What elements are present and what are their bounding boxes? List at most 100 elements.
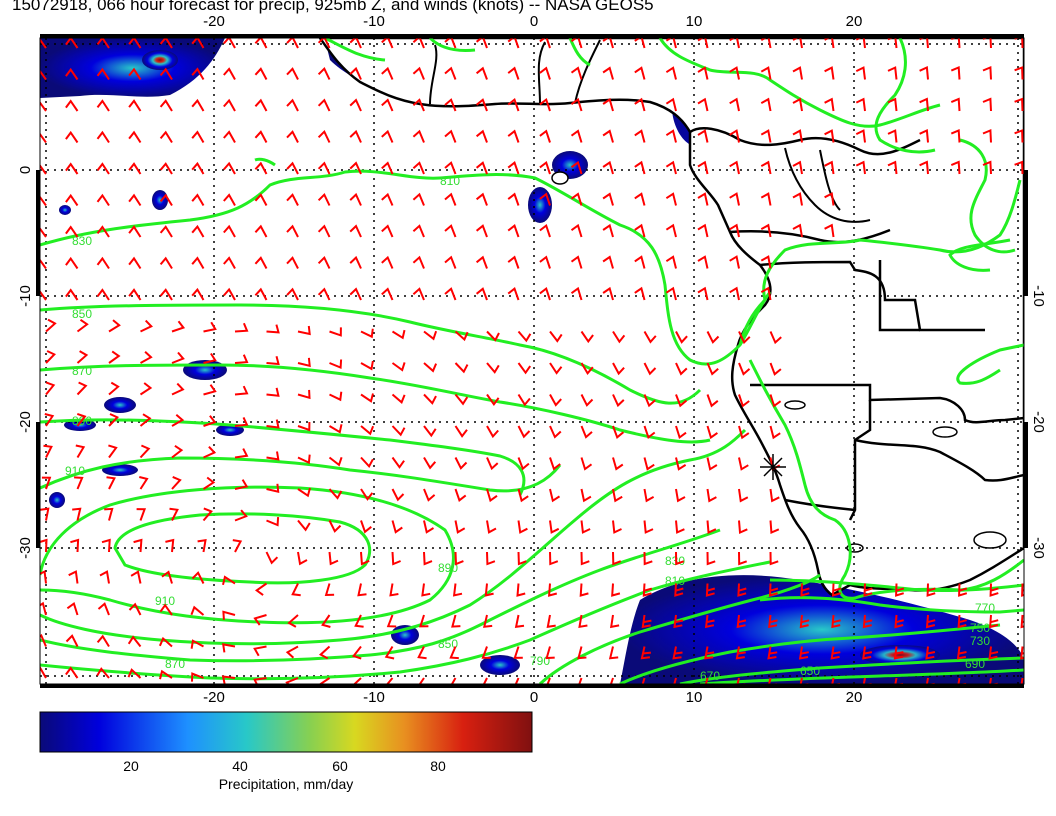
wind-barb: [760, 38, 772, 49]
wind-barb: [412, 192, 425, 206]
wind-barb: [66, 601, 79, 616]
wind-barb: [202, 476, 216, 490]
wind-barb: [982, 160, 992, 175]
wind-barb: [769, 488, 780, 503]
wind-barb: [234, 509, 248, 522]
wind-barb: [444, 192, 457, 206]
wind-barb: [286, 38, 299, 49]
wind-barb: [40, 601, 47, 616]
wind-barb: [706, 362, 719, 376]
wind-barb: [580, 488, 592, 503]
wind-barb: [580, 330, 594, 344]
wind-barb: [612, 520, 622, 534]
wind-barb: [1020, 614, 1024, 629]
wind-barb: [507, 98, 520, 112]
wind-barb: [475, 255, 488, 269]
wind-barb: [950, 160, 961, 175]
wind-barb: [697, 97, 709, 112]
wind-barb: [549, 425, 562, 439]
wind-barb: [266, 324, 280, 334]
wind-barb: [317, 161, 331, 175]
wind-barb: [706, 425, 718, 440]
wind-barb: [360, 488, 374, 501]
wind-barb: [381, 192, 394, 206]
wind-barb: [704, 677, 714, 684]
wind-barb: [381, 38, 394, 49]
contour-label: 910: [65, 464, 85, 478]
contour-label: 750: [970, 621, 990, 635]
wind-barb: [286, 193, 299, 206]
wind-barb: [454, 330, 469, 342]
wind-barb: [643, 362, 657, 376]
wind-barb: [444, 66, 457, 80]
wind-barb: [982, 97, 992, 112]
wind-barb: [423, 520, 435, 534]
wind-barb: [285, 645, 299, 659]
wind-barb: [706, 394, 719, 408]
wind-barb: [349, 287, 362, 301]
wind-barb: [171, 320, 186, 333]
wind-barb: [642, 583, 653, 597]
wind-barb: [128, 225, 142, 238]
wind-barb: [266, 355, 280, 366]
lat-ticks-left: 0 -10 -20 -30: [17, 166, 34, 559]
wind-barb: [546, 677, 551, 684]
wind-barb: [40, 132, 47, 144]
wind-barb: [454, 488, 467, 502]
wind-barb: [65, 256, 79, 270]
wind-barb: [286, 130, 299, 143]
wind-barb: [357, 583, 367, 597]
wind-barb: [760, 160, 772, 175]
wind-barb: [97, 602, 110, 616]
wind-barb: [412, 98, 425, 112]
wind-barb: [418, 677, 425, 684]
wind-barb: [40, 258, 47, 270]
wind-barb: [191, 571, 205, 584]
precip-hot-5: [142, 50, 178, 70]
wind-barb: [792, 160, 803, 175]
wind-barb: [106, 476, 116, 490]
wind-barb: [738, 362, 751, 376]
wind-barb: [483, 614, 493, 628]
wind-barb: [171, 351, 185, 364]
wind-barb: [768, 677, 777, 684]
wind-barb: [444, 98, 457, 112]
wind-barb: [1014, 160, 1024, 175]
wind-barb: [643, 551, 653, 566]
wind-barb: [539, 286, 551, 301]
wind-barb: [203, 415, 217, 427]
wind-barb: [203, 321, 217, 333]
wind-barb: [190, 605, 205, 616]
wind-barb: [128, 67, 142, 81]
wind-barb: [171, 444, 184, 459]
wind-barb: [570, 286, 583, 301]
wind-barb: [68, 570, 79, 584]
wind-barb: [40, 570, 47, 584]
wind-barb: [65, 67, 79, 81]
wind-barb: [729, 286, 740, 301]
wind-barb: [482, 677, 488, 684]
lon-ticks-bottom: -20 -10 0 10 20: [203, 689, 862, 706]
wind-barb: [203, 384, 217, 396]
wind-barb: [863, 583, 873, 597]
wind-barb: [580, 394, 594, 407]
wind-barb: [602, 286, 614, 301]
wind-barb: [481, 646, 491, 659]
wind-barb: [706, 331, 720, 344]
wind-barb: [824, 97, 835, 112]
wind-barb: [354, 614, 364, 628]
wind-barb: [171, 475, 182, 490]
wind-barb: [824, 38, 835, 49]
wind-barb: [602, 223, 614, 238]
wind-barb: [602, 255, 614, 269]
wind-barb: [675, 394, 688, 408]
wind-barb: [547, 583, 558, 597]
wind-barb: [507, 38, 520, 49]
wind-barb: [133, 538, 143, 553]
colorbar-tick: 60: [332, 758, 348, 774]
wind-barb: [128, 130, 142, 144]
wind-barb: [602, 160, 614, 175]
wind-barb: [159, 256, 173, 270]
wind-barb: [517, 457, 530, 471]
wind-barb: [159, 99, 173, 112]
